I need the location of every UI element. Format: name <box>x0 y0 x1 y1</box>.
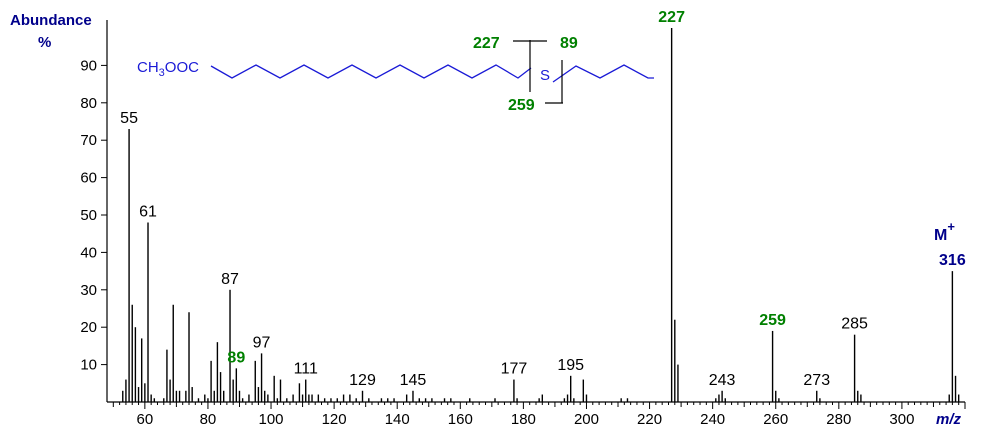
x-tick-label: 80 <box>200 411 217 428</box>
fragment-label-259: 259 <box>508 97 535 114</box>
y-tick-label: 90 <box>80 57 97 74</box>
carbon-chain-left <box>210 64 532 79</box>
x-tick-label: 280 <box>826 411 851 428</box>
x-tick-label: 200 <box>574 411 599 428</box>
fragment-label-227: 227 <box>473 35 500 52</box>
ester-prefix: CH <box>137 59 159 76</box>
y-tick-label: 50 <box>80 207 97 224</box>
ticks-layer: 10 20 30 40 50 60 70 80 90 60 80 100 120 140 160 180 200… <box>80 57 966 428</box>
peak-label: 97 <box>253 334 271 351</box>
y-tick-label: 80 <box>80 95 97 112</box>
axes-layer <box>106 20 965 403</box>
x-tick-label: 300 <box>889 411 914 428</box>
y-tick-label: 10 <box>80 357 97 374</box>
sulfur-atom: S <box>540 67 550 84</box>
x-tick-label: 240 <box>700 411 725 428</box>
y-tick-label: 30 <box>80 282 97 299</box>
peak-label: 89 <box>227 349 245 366</box>
molecular-ion-label: M+ <box>934 219 955 244</box>
peak-label: 273 <box>803 372 830 389</box>
peaks-layer <box>122 28 960 402</box>
peak-label: 195 <box>557 357 584 374</box>
peak-label: 316 <box>939 252 966 269</box>
peak-label: 55 <box>120 110 138 127</box>
x-axis-title: m/z <box>936 411 962 428</box>
peak-label: 145 <box>400 372 427 389</box>
y-tick-label: 40 <box>80 244 97 261</box>
peak-label: 87 <box>221 271 239 288</box>
y-axis-title: Abundance <box>10 12 92 29</box>
x-tick-label: 260 <box>763 411 788 428</box>
y-tick-label: 70 <box>80 132 97 149</box>
x-tick-label: 220 <box>637 411 662 428</box>
x-tick-label: 160 <box>448 411 473 428</box>
y-tick-label: 60 <box>80 170 97 187</box>
peak-label: 285 <box>841 316 868 333</box>
x-tick-label: 120 <box>322 411 347 428</box>
peak-labels-layer: 55 61 87 89 97 111 129 145 177 195 227 243 259 273 285… <box>120 9 966 389</box>
x-tick-label: 60 <box>137 411 154 428</box>
peak-label: 227 <box>658 9 685 26</box>
ester-group: CH3OOC <box>137 59 199 79</box>
carbon-chain-right <box>552 64 654 83</box>
ester-suffix: OOC <box>165 59 199 76</box>
x-tick-label: 180 <box>511 411 536 428</box>
peak-label: 243 <box>709 372 736 389</box>
y-tick-label: 20 <box>80 319 97 336</box>
x-tick-label: 100 <box>259 411 284 428</box>
peak-label: 111 <box>294 361 318 378</box>
x-tick-label: 140 <box>385 411 410 428</box>
molecular-ion-charge: + <box>947 219 955 234</box>
molecular-ion-symbol: M <box>934 227 947 244</box>
ester-subscript: 3 <box>159 67 165 79</box>
structure-diagram: CH3OOC S 227 89 259 <box>137 35 654 114</box>
fragment-label-89: 89 <box>560 35 578 52</box>
peak-label: 259 <box>759 312 786 329</box>
peak-label: 61 <box>139 203 157 220</box>
peak-label: 177 <box>501 361 528 378</box>
peak-label: 129 <box>349 372 376 389</box>
y-axis-unit: % <box>38 34 51 51</box>
